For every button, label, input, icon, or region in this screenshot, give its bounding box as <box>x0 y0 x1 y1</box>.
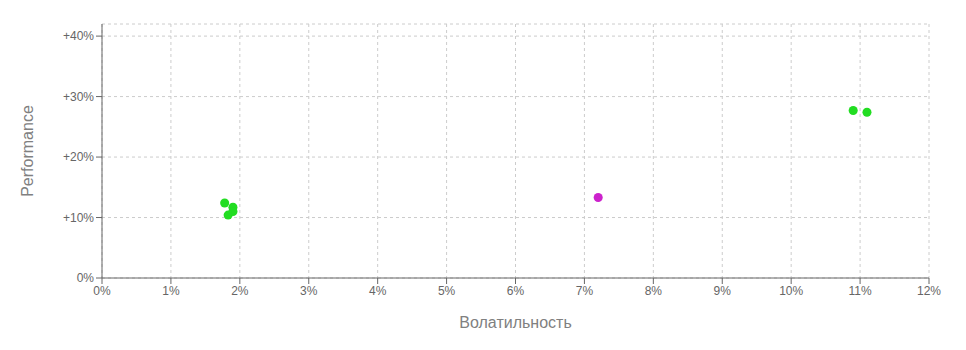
svg-text:4%: 4% <box>369 284 387 298</box>
svg-text:7%: 7% <box>576 284 594 298</box>
svg-text:12%: 12% <box>917 284 941 298</box>
svg-text:5%: 5% <box>438 284 456 298</box>
svg-text:Performance: Performance <box>19 105 36 197</box>
svg-text:8%: 8% <box>645 284 663 298</box>
svg-text:9%: 9% <box>714 284 732 298</box>
svg-text:+40%: +40% <box>63 29 94 43</box>
svg-text:+30%: +30% <box>63 90 94 104</box>
svg-text:1%: 1% <box>162 284 180 298</box>
svg-text:+10%: +10% <box>63 211 94 225</box>
svg-text:10%: 10% <box>779 284 803 298</box>
svg-text:3%: 3% <box>300 284 318 298</box>
svg-text:0%: 0% <box>93 284 111 298</box>
svg-text:2%: 2% <box>231 284 249 298</box>
svg-text:+20%: +20% <box>63 150 94 164</box>
svg-text:0%: 0% <box>77 271 95 285</box>
svg-text:6%: 6% <box>507 284 525 298</box>
svg-text:Волатильность: Волатильность <box>459 314 571 331</box>
svg-text:11%: 11% <box>849 284 872 298</box>
